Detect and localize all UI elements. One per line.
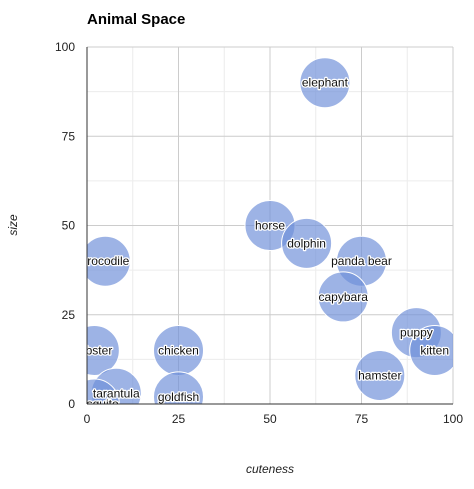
bubble-label-mosquito: mosquito: [70, 397, 119, 411]
bubble-label-panda-bear: panda bear: [331, 254, 392, 268]
y-tick-label: 25: [62, 308, 76, 322]
y-tick-label: 100: [55, 40, 75, 54]
bubble-goldfish[interactable]: [153, 371, 204, 422]
bubble-label-elephant: elephant: [302, 76, 349, 90]
x-tick-label: 0: [84, 412, 91, 426]
x-tick-label: 50: [263, 412, 277, 426]
bubble-kitten[interactable]: [409, 324, 460, 376]
x-axis-label: cuteness: [246, 462, 294, 476]
x-tick-label: 25: [172, 412, 186, 426]
chart-title: Animal Space: [87, 11, 185, 28]
bubble-label-lobster: lobster: [76, 343, 112, 357]
bubble-mosquito[interactable]: [69, 378, 120, 429]
y-axis-label: size: [6, 214, 20, 236]
tick-labels: 0 25 50 75 100 0 25 50 75 100: [55, 40, 463, 426]
bubbles-layer: [69, 57, 460, 429]
bubble-label-capybara: capybara: [319, 290, 369, 304]
bubble-capybara[interactable]: [317, 271, 369, 323]
bubble-crocodile[interactable]: [80, 235, 131, 287]
bubble-label-hamster: hamster: [358, 368, 401, 382]
bubble-label-kitten: kitten: [420, 343, 449, 357]
y-tick-label: 0: [68, 397, 75, 411]
bubble-lobster[interactable]: [69, 324, 120, 376]
bubble-label-horse: horse: [255, 219, 285, 233]
bubble-hamster[interactable]: [354, 349, 406, 401]
bubble-label-tarantula: tarantula: [93, 386, 140, 400]
bubble-dolphin[interactable]: [281, 217, 333, 269]
axes: [86, 47, 453, 405]
bubble-label-goldfish: goldfish: [158, 390, 199, 404]
x-tick-label: 100: [443, 412, 463, 426]
bubble-label-puppy: puppy: [400, 326, 433, 340]
bubble-elephant[interactable]: [299, 57, 351, 109]
y-tick-label: 50: [62, 219, 76, 233]
bubble-label-dolphin: dolphin: [287, 236, 326, 250]
bubble-label-crocodile: crocodile: [81, 254, 129, 268]
x-tick-label: 75: [355, 412, 369, 426]
bubble-label-chicken: chicken: [158, 343, 199, 357]
y-tick-label: 75: [62, 129, 76, 143]
